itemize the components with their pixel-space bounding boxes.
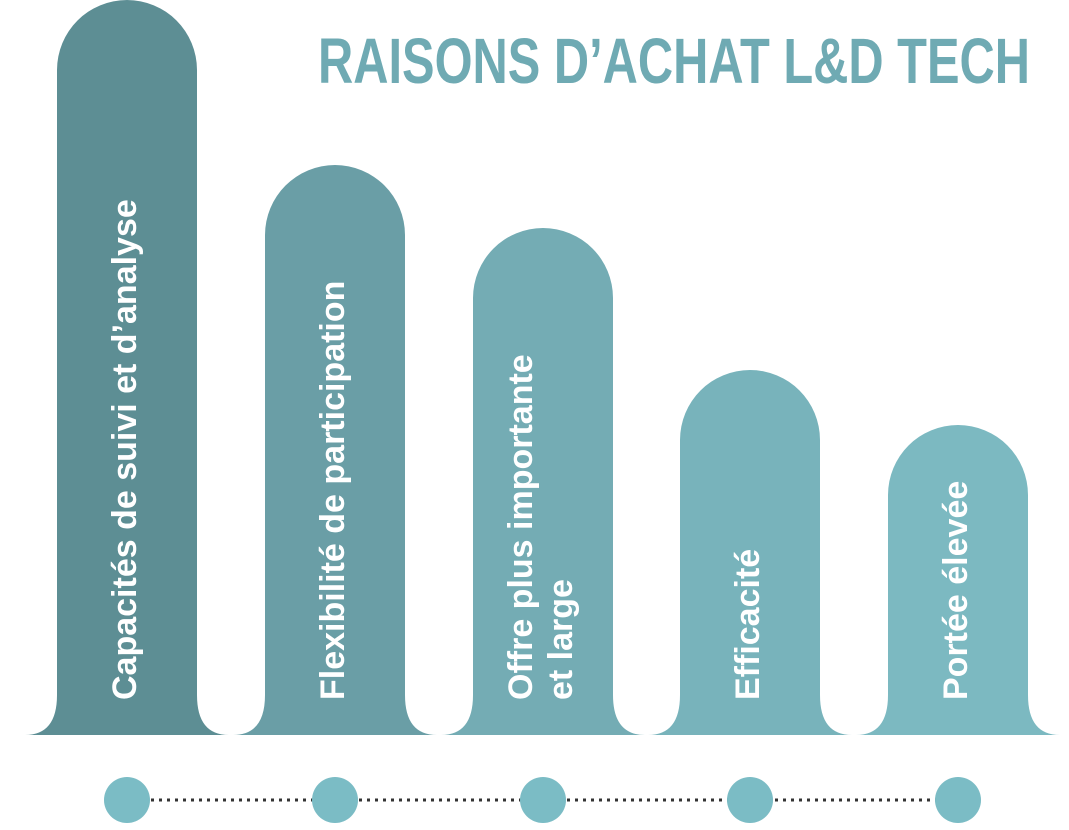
title: RAISONS D’ACHAT L&D TECH: [318, 25, 1030, 97]
bar: [25, 0, 229, 735]
label-group: Offre plus importante et large: [502, 354, 580, 700]
bar-label: Portée élevée: [937, 481, 975, 700]
bar-label: Flexibilité de participation: [314, 281, 352, 700]
bar: [441, 228, 645, 735]
label-group: Portée élevée: [937, 481, 975, 700]
bar: [233, 165, 437, 735]
label-group: Capacités de suivi et d’analyse: [106, 199, 144, 700]
label-group: Flexibilité de participation: [314, 281, 352, 700]
bar-label: Capacités de suivi et d’analyse: [106, 199, 144, 700]
bar-label: et large: [542, 579, 580, 700]
bar: [856, 425, 1060, 735]
label-group: Efficacité: [729, 549, 767, 700]
bar-label: Efficacité: [729, 549, 767, 700]
dot: [727, 777, 773, 823]
bar: [648, 370, 852, 735]
dot: [520, 777, 566, 823]
dot: [104, 777, 150, 823]
bar-label: Offre plus importante: [502, 354, 540, 700]
dot: [935, 777, 981, 823]
dot: [312, 777, 358, 823]
